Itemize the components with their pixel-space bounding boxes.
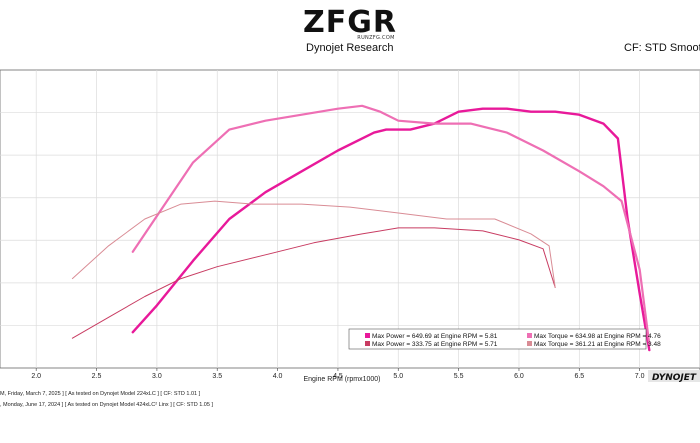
- logo-subtext: RUNZFG.COM: [357, 35, 394, 41]
- x-tick-label-7: 5.5: [454, 373, 464, 380]
- x-tick-label-6: 5.0: [393, 373, 403, 380]
- legend-swatch-3: [527, 341, 532, 346]
- dynojet-brand: DYNOJET: [648, 370, 700, 383]
- legend-swatch-0: [365, 333, 370, 338]
- legend-entry-3: Max Torque = 361.21 at Engine RPM = 3.48: [534, 341, 661, 348]
- x-tick-label-8: 6.0: [514, 373, 524, 380]
- x-tick-label-9: 6.5: [574, 373, 584, 380]
- x-tick-label-0: 2.0: [31, 373, 41, 380]
- legend-swatch-1: [527, 333, 532, 338]
- x-axis-ticks: 2.02.53.03.54.04.55.05.56.06.57.07.5: [31, 368, 700, 380]
- legend: Max Power = 649.69 at Engine RPM = 5.81 M…: [348, 328, 661, 350]
- legend-entry-2: Max Power = 333.75 at Engine RPM = 5.71: [372, 341, 498, 348]
- run1-info: M, Friday, March 7, 2025 ] [ As tested o…: [0, 391, 201, 397]
- correction-factor-label: CF: STD Smooth: [624, 42, 700, 54]
- series-line-run1-power: [131, 107, 651, 352]
- grid: [0, 70, 700, 368]
- report-header: ZFGR RUNZFG.COM Dynojet Research CF: STD…: [0, 0, 700, 70]
- zfg-logo: ZFGR RUNZFG.COM: [303, 5, 397, 41]
- x-tick-label-2: 3.0: [152, 373, 162, 380]
- x-axis-title: Engine RPM (rpmx1000): [303, 376, 380, 383]
- x-tick-label-10: 7.0: [635, 373, 645, 380]
- brand-text: DYNOJET: [652, 373, 697, 383]
- series-layer: [71, 104, 651, 352]
- logo-text: ZFGR: [303, 5, 397, 40]
- x-tick-label-5: 4.5: [333, 373, 343, 380]
- legend-entry-0: Max Power = 649.69 at Engine RPM = 5.81: [372, 333, 498, 340]
- x-tick-label-1: 2.5: [92, 373, 102, 380]
- x-tick-label-4: 4.0: [273, 373, 283, 380]
- run2-info: , Monday, June 17, 2024 ] [ As tested on…: [0, 402, 213, 408]
- brand-backdrop: [648, 370, 700, 382]
- legend-box: [348, 328, 647, 350]
- series-line-run1-torque: [131, 104, 651, 346]
- series-line-run2-power: [71, 227, 556, 339]
- legend-entry-1: Max Torque = 634.98 at Engine RPM = 4.76: [534, 333, 661, 340]
- series-line-run2-torque: [71, 200, 556, 288]
- company-name: Dynojet Research: [306, 42, 394, 54]
- plot-area: [0, 69, 700, 369]
- legend-swatch-2: [365, 341, 370, 346]
- x-tick-label-3: 3.5: [212, 373, 222, 380]
